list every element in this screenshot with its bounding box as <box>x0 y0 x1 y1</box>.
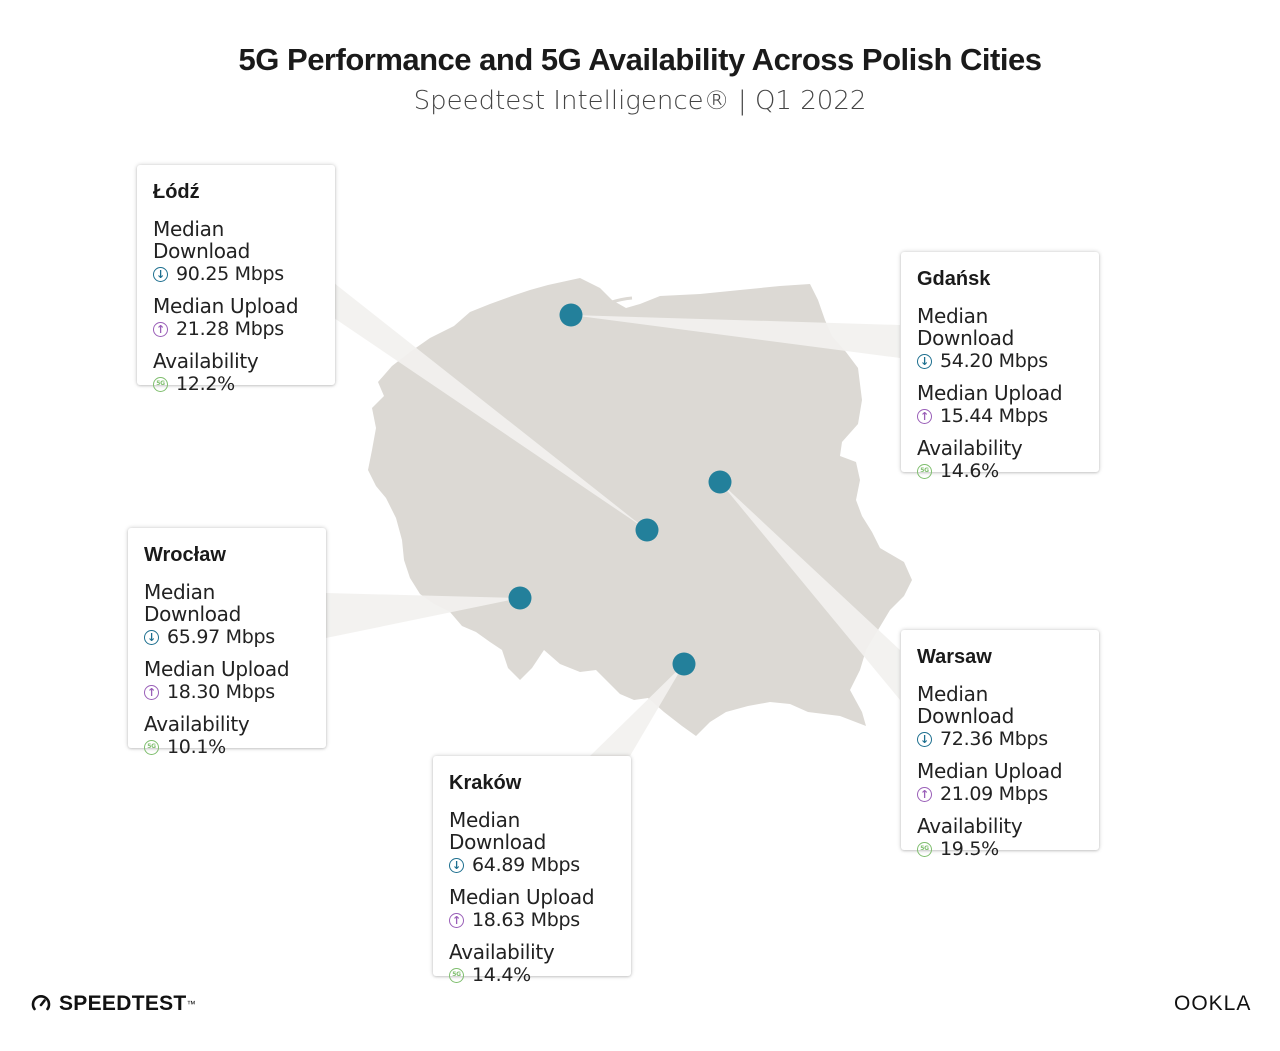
page-subtitle: Speedtest Intelligence® | Q1 2022 <box>413 86 867 116</box>
arrow-up-circle-icon: ↑ <box>144 684 159 700</box>
arrow-down-circle-icon: ↓ <box>917 353 932 369</box>
availability-value: 5G 14.4% <box>449 963 615 987</box>
download-value: ↓ 54.20 Mbps <box>917 349 1083 373</box>
connector-krakow <box>590 664 684 756</box>
download-label: Median Download <box>917 304 1015 350</box>
connector-wroclaw <box>326 593 520 638</box>
availability-value-text: 12.2% <box>176 373 235 395</box>
availability-value-text: 14.6% <box>940 460 999 482</box>
download-value-text: 64.89 Mbps <box>472 854 580 876</box>
upload-value-text: 18.63 Mbps <box>472 909 580 931</box>
marker-gdansk[interactable] <box>559 303 583 327</box>
download-value-text: 72.36 Mbps <box>940 728 1048 750</box>
availability-label: Availability <box>917 436 1023 460</box>
availability-value-text: 10.1% <box>167 736 226 758</box>
upload-value: ↑ 18.63 Mbps <box>449 908 615 932</box>
arrow-down-circle-icon: ↓ <box>917 731 932 747</box>
download-value: ↓ 65.97 Mbps <box>144 625 310 649</box>
availability-label: Availability <box>449 940 555 964</box>
arrow-up-circle-icon: ↑ <box>917 786 932 802</box>
download-label: Median Download <box>917 682 1015 728</box>
download-value-text: 90.25 Mbps <box>176 263 284 285</box>
availability-label: Availability <box>144 712 250 736</box>
upload-value: ↑ 15.44 Mbps <box>917 404 1083 428</box>
trademark-mark: ™ <box>186 999 196 1009</box>
marker-warsaw[interactable] <box>708 470 732 494</box>
upload-label: Median Upload <box>917 759 1063 783</box>
city-card-warsaw: Warsaw Median Download ↓ 72.36 Mbps Medi… <box>901 630 1099 860</box>
upload-value-text: 18.30 Mbps <box>167 681 275 703</box>
arrow-down-circle-icon: ↓ <box>449 857 464 873</box>
availability-value: 5G 12.2% <box>153 372 319 396</box>
arrow-up-circle-icon: ↑ <box>449 912 464 928</box>
city-name: Warsaw <box>917 646 992 668</box>
ookla-logo: OOKLA <box>1174 992 1252 1015</box>
upload-value-text: 21.09 Mbps <box>940 783 1048 805</box>
page-title: 5G Performance and 5G Availability Acros… <box>238 42 1042 77</box>
connector-gdansk <box>571 315 900 358</box>
connector-warsaw <box>720 482 900 700</box>
city-name: Kraków <box>449 772 522 794</box>
upload-label: Median Upload <box>153 294 299 318</box>
speedtest-wordmark: SPEEDTEST <box>59 992 187 1015</box>
download-value: ↓ 72.36 Mbps <box>917 727 1083 751</box>
download-value: ↓ 90.25 Mbps <box>153 262 319 286</box>
5g-circle-icon: 5G <box>144 739 159 755</box>
download-value-text: 54.20 Mbps <box>940 350 1048 372</box>
marker-wroclaw[interactable] <box>508 586 532 610</box>
download-label: Median Download <box>449 808 547 854</box>
5g-circle-icon: 5G <box>917 463 932 479</box>
arrow-down-circle-icon: ↓ <box>153 266 168 282</box>
availability-label: Availability <box>917 814 1023 838</box>
city-card-gdansk: Gdańsk Median Download ↓ 54.20 Mbps Medi… <box>901 252 1099 482</box>
5g-circle-icon: 5G <box>153 376 168 392</box>
upload-label: Median Upload <box>449 885 595 909</box>
arrow-up-circle-icon: ↑ <box>917 408 932 424</box>
city-name: Wrocław <box>144 544 226 566</box>
download-value-text: 65.97 Mbps <box>167 626 275 648</box>
upload-value: ↑ 21.28 Mbps <box>153 317 319 341</box>
availability-label: Availability <box>153 349 259 373</box>
hel-peninsula <box>589 296 633 314</box>
city-name: Gdańsk <box>917 268 991 290</box>
arrow-down-circle-icon: ↓ <box>144 629 159 645</box>
city-card-lodz: Łódź Median Download ↓ 90.25 Mbps Median… <box>137 165 335 395</box>
availability-value: 5G 10.1% <box>144 735 310 759</box>
download-value: ↓ 64.89 Mbps <box>449 853 615 877</box>
availability-value-text: 19.5% <box>940 838 999 860</box>
upload-value: ↑ 18.30 Mbps <box>144 680 310 704</box>
upload-value-text: 15.44 Mbps <box>940 405 1048 427</box>
upload-label: Median Upload <box>917 381 1063 405</box>
poland-shape <box>368 278 912 736</box>
city-name: Łódź <box>153 181 200 203</box>
availability-value: 5G 14.6% <box>917 459 1083 483</box>
arrow-up-circle-icon: ↑ <box>153 321 168 337</box>
gauge-icon <box>31 995 51 1011</box>
connector-lodz <box>334 283 647 530</box>
marker-lodz[interactable] <box>635 518 659 542</box>
upload-value: ↑ 21.09 Mbps <box>917 782 1083 806</box>
marker-krakow[interactable] <box>672 652 696 676</box>
upload-value-text: 21.28 Mbps <box>176 318 284 340</box>
city-card-wroclaw: Wrocław Median Download ↓ 65.97 Mbps Med… <box>128 528 326 758</box>
upload-label: Median Upload <box>144 657 290 681</box>
5g-circle-icon: 5G <box>449 967 464 983</box>
download-label: Median Download <box>153 217 251 263</box>
availability-value-text: 14.4% <box>472 964 531 986</box>
5g-circle-icon: 5G <box>917 841 932 857</box>
speedtest-logo: SPEEDTEST ™ <box>31 992 196 1016</box>
download-label: Median Download <box>144 580 242 626</box>
city-card-krakow: Kraków Median Download ↓ 64.89 Mbps Medi… <box>433 756 631 986</box>
availability-value: 5G 19.5% <box>917 837 1083 861</box>
